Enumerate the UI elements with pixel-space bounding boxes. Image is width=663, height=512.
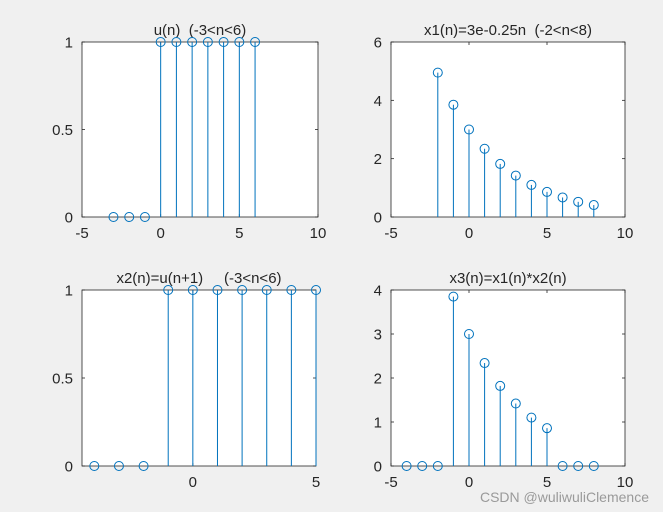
stem-marker: [311, 285, 321, 295]
y-tick-label: 4: [374, 283, 382, 300]
y-tick-label: 4: [374, 93, 382, 110]
y-tick-label: 1: [65, 283, 73, 300]
stem-marker: [479, 143, 490, 154]
stem-marker: [464, 124, 474, 135]
stem-marker: [237, 285, 248, 295]
y-tick-label: 1: [65, 35, 73, 52]
stem-marker: [187, 37, 198, 47]
stem-marker: [212, 285, 223, 295]
stem-marker: [588, 461, 599, 471]
y-tick-label: 0.5: [52, 371, 73, 388]
stem-marker: [218, 37, 229, 47]
stem-marker: [187, 285, 198, 295]
stem-marker: [495, 158, 506, 169]
stem-marker: [432, 461, 443, 471]
x-tick-label: 5: [235, 225, 243, 242]
stem-marker: [113, 461, 124, 471]
x-tick-label: 10: [617, 225, 634, 242]
y-tick-label: 2: [374, 151, 382, 168]
plot-area: [390, 289, 626, 467]
stem-marker: [542, 423, 552, 434]
stem-marker: [202, 37, 213, 47]
stem-marker: [250, 37, 261, 47]
stem-marker: [557, 192, 568, 203]
x-tick-label: 5: [312, 474, 320, 491]
stem-marker: [573, 461, 584, 471]
stem-marker: [155, 37, 166, 47]
stem-marker: [89, 461, 100, 471]
x-tick-label: -5: [384, 225, 397, 242]
y-tick-label: 0.5: [52, 122, 73, 139]
stem-marker: [124, 212, 135, 222]
stem-marker: [526, 179, 537, 190]
plot-area: [81, 41, 319, 218]
stem-marker: [138, 461, 149, 471]
x-tick-label: 10: [310, 225, 327, 242]
stem-marker: [464, 329, 474, 339]
y-tick-label: 0: [374, 459, 382, 476]
y-tick-label: 0: [374, 210, 382, 227]
stem-marker: [510, 398, 521, 409]
stem-marker: [448, 291, 459, 302]
plot-area: [81, 289, 317, 467]
stem-marker: [479, 358, 490, 369]
subplot-title: x3(n)=x1(n)*x2(n): [449, 270, 566, 287]
y-tick-label: 0: [65, 459, 73, 476]
subplot-title: x2(n)=u(n+1) (-3<n<6): [116, 270, 281, 287]
x-tick-label: 0: [189, 474, 197, 491]
x-tick-label: 0: [156, 225, 164, 242]
stem-marker: [261, 285, 272, 295]
x-tick-label: 5: [543, 474, 551, 491]
stem-marker: [108, 212, 119, 222]
stem-marker: [139, 212, 150, 222]
x-tick-label: 10: [617, 474, 634, 491]
stem-marker: [510, 170, 521, 181]
stem-marker: [588, 200, 599, 211]
stem-marker: [573, 196, 584, 207]
subplot-title: x1(n)=3e-0.25n (-2<n<8): [424, 22, 592, 39]
stem-marker: [495, 380, 506, 391]
stem-marker: [417, 461, 428, 471]
y-tick-label: 0: [65, 210, 73, 227]
stem-marker: [542, 186, 552, 197]
stem-marker: [432, 67, 443, 78]
x-tick-label: 0: [465, 225, 473, 242]
x-tick-label: -5: [75, 225, 88, 242]
y-tick-label: 2: [374, 371, 382, 388]
subplot-title: u(n) (-3<n<6): [154, 22, 247, 39]
x-tick-label: -5: [384, 474, 397, 491]
y-tick-label: 3: [374, 327, 382, 344]
stem-marker: [163, 285, 174, 295]
subplot-x2-n: 0 5 0 0.5 1 x2(n)=u(n+1) (-3<n<6): [52, 270, 321, 491]
plot-area: [390, 41, 626, 218]
y-tick-label: 1: [374, 415, 382, 432]
stem-marker: [286, 285, 297, 295]
stem-marker: [526, 412, 537, 423]
stem-marker: [234, 37, 245, 47]
watermark: CSDN @wuliwuliClemence: [479, 489, 649, 505]
stem-marker: [557, 461, 568, 471]
stem-marker: [448, 99, 459, 110]
y-tick-label: 6: [374, 35, 382, 52]
stem-marker: [401, 461, 412, 471]
stem-marker: [171, 37, 182, 47]
x-tick-label: 0: [465, 474, 473, 491]
x-tick-label: 5: [543, 225, 551, 242]
